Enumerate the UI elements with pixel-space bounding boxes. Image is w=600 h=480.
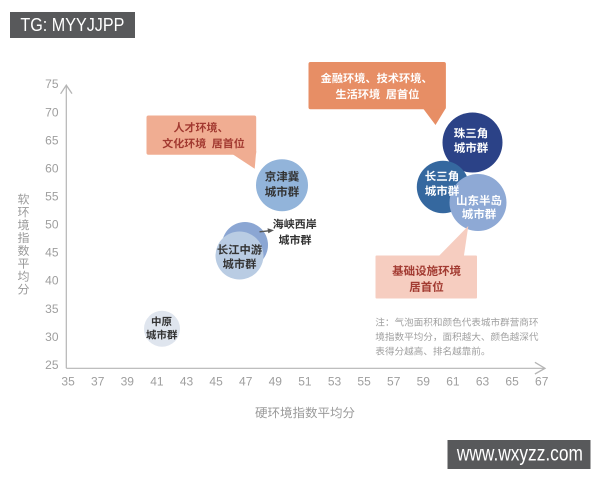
- svg-text:www.wxyzz.com: www.wxyzz.com: [456, 443, 583, 466]
- svg-text:60: 60: [45, 161, 59, 175]
- svg-text:TG: MYYJJPP: TG: MYYJJPP: [20, 15, 124, 35]
- svg-text:65: 65: [45, 133, 59, 147]
- svg-text:51: 51: [298, 375, 312, 389]
- svg-text:45: 45: [45, 246, 59, 260]
- svg-text:61: 61: [446, 375, 460, 389]
- svg-text:55: 55: [357, 375, 371, 389]
- svg-text:67: 67: [535, 375, 549, 389]
- svg-text:25: 25: [45, 358, 59, 372]
- svg-text:49: 49: [269, 375, 283, 389]
- svg-text:47: 47: [239, 375, 253, 389]
- svg-text:70: 70: [45, 105, 59, 119]
- svg-text:35: 35: [61, 375, 75, 389]
- svg-text:43: 43: [180, 375, 194, 389]
- svg-text:59: 59: [417, 375, 431, 389]
- svg-text:63: 63: [476, 375, 490, 389]
- svg-text:41: 41: [150, 375, 164, 389]
- svg-text:30: 30: [45, 330, 59, 344]
- svg-text:45: 45: [209, 375, 223, 389]
- svg-text:35: 35: [45, 302, 59, 316]
- svg-text:55: 55: [45, 190, 59, 204]
- svg-text:75: 75: [45, 77, 59, 91]
- svg-text:37: 37: [91, 375, 105, 389]
- svg-text:65: 65: [505, 375, 519, 389]
- svg-text:39: 39: [121, 375, 135, 389]
- svg-text:57: 57: [387, 375, 401, 389]
- svg-text:50: 50: [45, 218, 59, 232]
- svg-text:40: 40: [45, 274, 59, 288]
- svg-text:53: 53: [328, 375, 342, 389]
